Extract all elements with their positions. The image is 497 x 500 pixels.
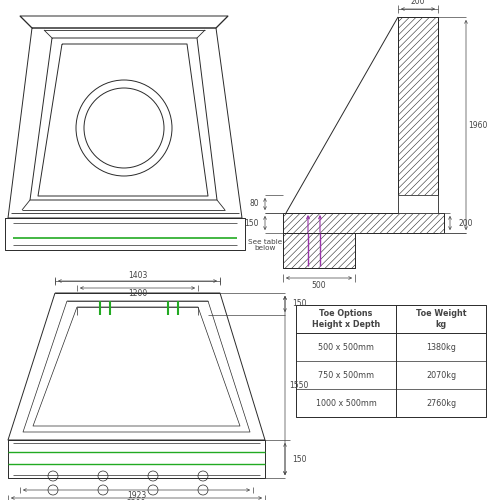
Text: 200: 200	[459, 218, 473, 228]
Text: 750 x 500mm: 750 x 500mm	[318, 370, 374, 380]
Text: 1403: 1403	[128, 270, 147, 280]
Text: 150: 150	[292, 300, 306, 308]
Polygon shape	[398, 17, 438, 213]
Bar	[398, 195, 438, 213]
Polygon shape	[283, 233, 355, 268]
Text: Toe Weight
kg: Toe Weight kg	[416, 310, 466, 328]
Text: 2760kg: 2760kg	[426, 398, 456, 407]
Text: 500: 500	[312, 282, 327, 290]
Polygon shape	[283, 213, 444, 233]
Text: 1000 x 500mm: 1000 x 500mm	[316, 398, 376, 407]
Text: 1923: 1923	[127, 492, 146, 500]
Text: 1200: 1200	[128, 288, 147, 298]
Text: Toe Options
Height x Depth: Toe Options Height x Depth	[312, 310, 380, 328]
Text: 200: 200	[411, 0, 425, 6]
Text: 1550: 1550	[289, 381, 309, 390]
Text: 1380kg: 1380kg	[426, 342, 456, 351]
Text: 150: 150	[292, 454, 306, 464]
Text: 150: 150	[245, 218, 259, 228]
Text: 2070kg: 2070kg	[426, 370, 456, 380]
Text: 500 x 500mm: 500 x 500mm	[318, 342, 374, 351]
Text: 80: 80	[249, 200, 259, 208]
Text: See table
below: See table below	[248, 238, 282, 252]
Text: 1960: 1960	[468, 120, 488, 130]
